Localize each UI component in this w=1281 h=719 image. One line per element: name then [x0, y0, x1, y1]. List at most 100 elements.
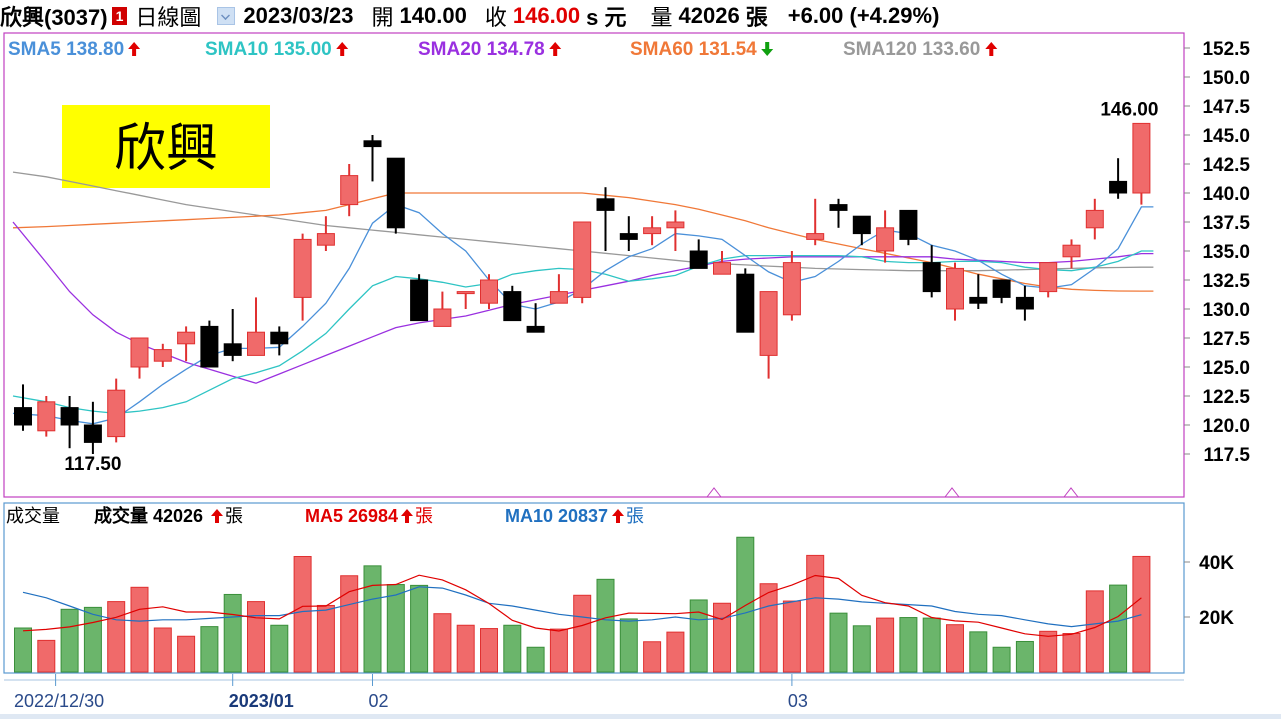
candle-body — [992, 279, 1011, 298]
volume-bar — [782, 600, 801, 673]
volume-tick-label: 20K — [1199, 608, 1234, 629]
volume-bar — [1039, 630, 1058, 673]
candle-body — [386, 157, 405, 229]
candle-body — [14, 407, 32, 426]
sma20-line — [12, 221, 1154, 384]
vol_ma5-unit: 張 — [415, 506, 433, 526]
candle-body — [1132, 122, 1151, 194]
volume-bar — [713, 602, 731, 673]
volume-bar — [689, 599, 708, 673]
volume-panel-frame — [3, 502, 1185, 674]
volume-tick-label: 40K — [1199, 553, 1234, 574]
candle-body — [1015, 296, 1034, 310]
volume-ma5-line — [22, 574, 1142, 637]
sma120-legend: SMA120 133.60 — [843, 39, 980, 60]
marker-triangle-icon — [706, 487, 722, 498]
sma120-trend-arrow-icon — [985, 42, 998, 56]
vol_ma5-trend-arrow-icon — [401, 509, 413, 523]
volume-bar — [969, 631, 988, 673]
candle-body — [503, 291, 522, 322]
x-tick-label: 03 — [788, 691, 808, 711]
volume-bar — [456, 624, 475, 673]
price-tick-label: 127.5 — [1202, 329, 1250, 350]
quote-date: 2023/03/23 — [243, 3, 354, 28]
candle-body — [643, 227, 662, 235]
close-unit: s 元 — [586, 5, 627, 30]
candle-body — [247, 331, 265, 356]
sma20-trend-arrow-icon — [549, 42, 562, 56]
volume-bar — [37, 639, 56, 673]
candle-body — [223, 343, 242, 356]
watermark-text: 欣興 — [114, 120, 218, 178]
sma60-trend-arrow-icon — [761, 42, 774, 56]
candle-body — [410, 279, 429, 322]
candle-body — [480, 279, 498, 304]
close-label: 收 — [484, 5, 507, 30]
volume-value: 42026 — [678, 3, 740, 28]
volume-bar — [852, 625, 871, 673]
volume-bar — [433, 613, 452, 673]
candle-body — [363, 140, 382, 148]
candle-body — [806, 233, 825, 240]
vol_ma10-unit: 張 — [626, 506, 644, 526]
open-price: 140.00 — [399, 3, 467, 28]
x-tick-label: 2022/12/30 — [14, 691, 104, 711]
volume-bar — [316, 604, 335, 673]
vol-unit: 張 — [225, 506, 243, 526]
volume-ma10-line — [22, 586, 1142, 628]
volume-bar — [293, 556, 312, 673]
candle-body — [969, 296, 988, 304]
price-tick-label: 135.0 — [1202, 242, 1250, 263]
scrollbar-track — [0, 714, 1281, 719]
price-tick-label: 130.0 — [1202, 300, 1250, 321]
volume-bar — [130, 586, 149, 673]
volume-bar — [177, 635, 196, 673]
open-label: 開 — [371, 5, 394, 30]
sma5-legend: SMA5 138.80 — [8, 39, 124, 60]
vol-trend-arrow-icon — [211, 509, 223, 523]
volume-bar — [666, 631, 685, 673]
period-dropdown-icon[interactable] — [217, 7, 236, 25]
x-tick-label: 02 — [369, 691, 389, 711]
volume-bar — [270, 624, 289, 673]
price-tick-label: 145.0 — [1202, 126, 1250, 147]
candle-body — [759, 291, 778, 356]
volume-bar — [386, 584, 405, 673]
volume-bar — [363, 565, 382, 673]
candle-body — [549, 291, 568, 304]
candle-body — [316, 233, 335, 246]
price-tick-label: 117.5 — [1204, 445, 1251, 466]
candle-body — [177, 331, 196, 345]
volume-bar — [223, 593, 242, 673]
sma10-trend-arrow-icon — [336, 42, 349, 56]
volume-bar — [1109, 584, 1128, 673]
volume-bar — [340, 575, 359, 673]
price-annotation: 146.00 — [1100, 99, 1158, 120]
volume-bar — [619, 618, 638, 673]
volume-bar — [200, 626, 219, 673]
price-annotation: 117.50 — [64, 454, 121, 475]
candle-body — [736, 273, 755, 333]
sma5-trend-arrow-icon — [128, 42, 141, 56]
price-tick-label: 122.5 — [1202, 387, 1250, 408]
volume-bar — [759, 583, 778, 673]
price-tick-label: 120.0 — [1202, 416, 1250, 437]
volume-bar — [1132, 555, 1151, 673]
price-tick-label: 150.0 — [1202, 68, 1250, 89]
volume-bar — [107, 601, 126, 673]
price-panel-frame — [3, 32, 1185, 498]
vol_ma5-legend: MA5 26984 — [305, 506, 398, 526]
price-tick-label: 142.5 — [1202, 155, 1250, 176]
volume-bar — [806, 554, 825, 673]
candle-body — [852, 215, 871, 235]
volume-bar — [829, 612, 848, 673]
volume-bar — [153, 627, 172, 673]
sma20-legend: SMA20 134.78 — [418, 39, 545, 60]
candle-body — [526, 325, 545, 333]
volume-bar — [992, 646, 1011, 673]
candle-body — [689, 250, 708, 269]
volume-bar — [1085, 590, 1104, 673]
volume-bar — [14, 627, 32, 673]
x-tick-label: 2023/01 — [229, 691, 294, 711]
